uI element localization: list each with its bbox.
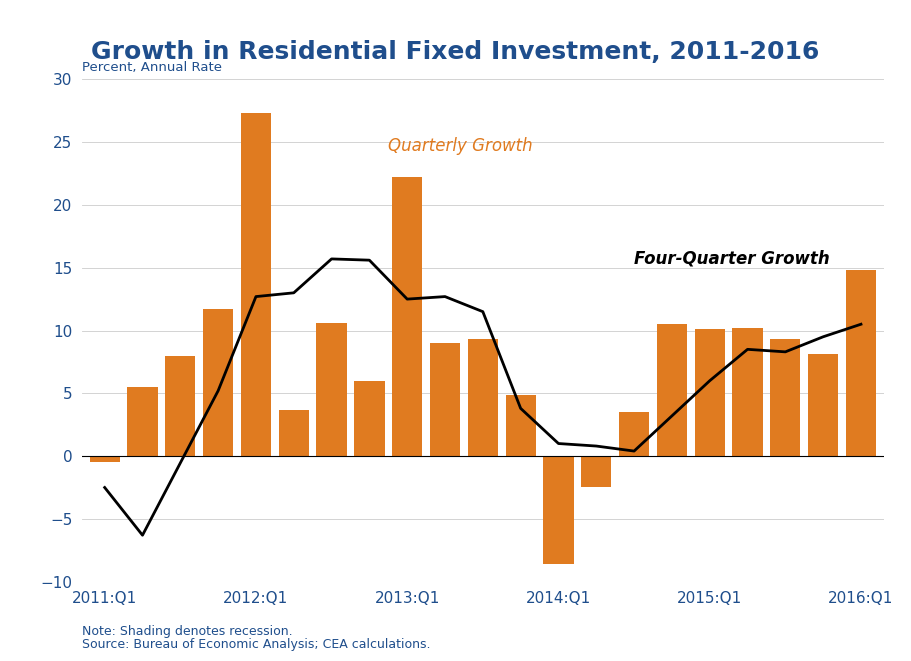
Text: Source: Bureau of Economic Analysis; CEA calculations.: Source: Bureau of Economic Analysis; CEA… [82, 638, 431, 651]
Bar [203, 309, 233, 456]
Text: Percent, Annual Rate: Percent, Annual Rate [82, 61, 222, 74]
Bar [165, 356, 196, 456]
Bar [808, 354, 838, 456]
Bar [89, 456, 120, 463]
Text: Quarterly Growth: Quarterly Growth [388, 137, 533, 155]
Bar [316, 323, 347, 456]
Bar [430, 343, 460, 456]
Text: Growth in Residential Fixed Investment, 2011-2016: Growth in Residential Fixed Investment, … [91, 40, 820, 63]
Bar [845, 270, 876, 456]
Bar [732, 328, 763, 456]
Bar [619, 412, 650, 456]
Bar [657, 325, 687, 456]
Bar [354, 381, 384, 456]
Bar [543, 456, 574, 564]
Text: Four-Quarter Growth: Four-Quarter Growth [634, 250, 830, 268]
Bar [279, 410, 309, 456]
Bar [392, 177, 423, 456]
Bar [694, 329, 725, 456]
Bar [128, 387, 158, 456]
Text: Note: Shading denotes recession.: Note: Shading denotes recession. [82, 625, 292, 638]
Bar [241, 113, 271, 456]
Bar [506, 395, 536, 456]
Bar [467, 339, 498, 456]
Bar [770, 339, 801, 456]
Bar [581, 456, 611, 488]
